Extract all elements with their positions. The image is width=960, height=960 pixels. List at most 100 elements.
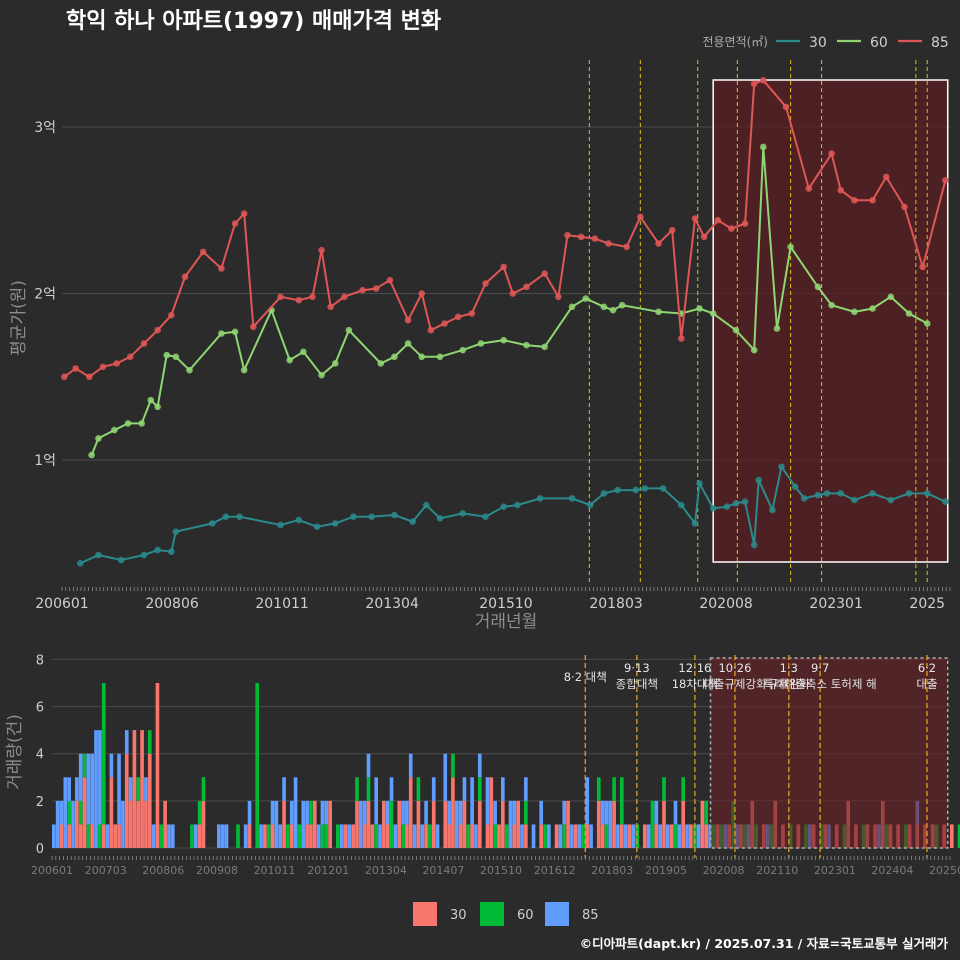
data-point-60: [163, 351, 171, 359]
data-point-85: [714, 216, 722, 224]
x-tick-label: 202301: [809, 596, 862, 612]
bar-x-tick-label: 202110: [756, 864, 798, 877]
data-point-85: [240, 210, 248, 217]
volume-bar-60: [190, 824, 194, 848]
volume-bar-85: [493, 800, 497, 825]
volume-bar-30: [405, 824, 409, 848]
x-tick-label: 200601: [35, 596, 88, 612]
data-point-85: [181, 273, 189, 281]
volume-bar-85: [224, 824, 229, 848]
data-point-30: [331, 520, 339, 527]
bar-y-tick-label: 8: [36, 653, 44, 668]
volume-bar-85: [458, 800, 463, 825]
volume-bar-85: [577, 824, 582, 848]
data-point-60: [331, 360, 339, 367]
volume-bar-60: [451, 753, 455, 778]
x-tick-label: 2025: [909, 596, 945, 612]
volume-bar-85: [454, 800, 459, 848]
data-point-60: [787, 243, 794, 251]
volume-bar-60: [320, 824, 325, 848]
volume-bar-85: [217, 824, 221, 848]
policy-label: 6·2: [918, 661, 936, 675]
data-point-60: [436, 353, 444, 361]
data-point-30: [295, 516, 303, 524]
volume-bar-30: [59, 824, 64, 848]
volume-bar-30: [397, 800, 402, 848]
bar-x-tick-label: 200908: [196, 864, 238, 877]
volume-bar-30: [328, 800, 332, 848]
volume-bar-60: [524, 800, 528, 825]
volume-bar-60: [297, 824, 302, 848]
data-point-30: [117, 556, 125, 564]
data-point-30: [568, 495, 576, 502]
volume-bar-60: [650, 800, 655, 848]
data-point-60: [759, 143, 767, 151]
data-point-30: [586, 501, 594, 509]
volume-bar-85: [585, 777, 590, 825]
volume-bar-85: [362, 800, 367, 825]
volume-bar-60: [466, 824, 471, 848]
volume-bar-30: [585, 824, 590, 848]
data-point-30: [659, 485, 667, 492]
data-point-85: [99, 363, 107, 371]
data-point-30: [368, 513, 375, 521]
bar-legend-label-85: 85: [582, 908, 599, 923]
highlight-box: [712, 79, 949, 563]
volume-bar-85: [274, 800, 279, 848]
volume-bar-85: [63, 777, 68, 848]
data-point-30: [823, 490, 831, 497]
data-point-60: [147, 396, 155, 404]
data-point-60: [655, 308, 662, 316]
volume-bar-30: [669, 824, 674, 848]
volume-bar-85: [86, 753, 91, 825]
data-point-30: [691, 520, 699, 527]
data-point-60: [391, 353, 398, 361]
data-point-30: [277, 521, 284, 529]
volume-bar-85: [474, 824, 478, 848]
data-point-30: [459, 510, 467, 517]
data-point-85: [372, 285, 380, 292]
volume-bar-60: [562, 824, 567, 848]
y-tick-label: 1억: [34, 453, 56, 469]
volume-bar-30: [627, 824, 632, 848]
volume-bar-85: [512, 800, 517, 825]
data-point-60: [172, 353, 180, 361]
data-point-85: [404, 316, 412, 324]
data-point-60: [773, 325, 781, 332]
volume-bar-60: [286, 824, 290, 848]
volume-bar-85: [558, 824, 563, 848]
policy-label: 규제완화: [768, 677, 811, 691]
data-point-60: [377, 360, 385, 367]
volume-bar-85: [105, 824, 110, 848]
data-point-85: [637, 213, 644, 221]
data-point-85: [482, 280, 489, 287]
volume-bar-85: [623, 824, 628, 848]
volume-bar-60: [604, 824, 609, 848]
volume-bar-85: [424, 800, 428, 825]
volume-bar-85: [408, 753, 413, 778]
data-point-85: [140, 340, 148, 347]
volume-bar-30: [163, 800, 167, 848]
data-point-60: [459, 346, 467, 354]
bar-x-tick-label: 201011: [254, 864, 296, 877]
volume-bar-85: [151, 824, 156, 848]
data-point-30: [696, 480, 703, 487]
volume-bar-30: [289, 824, 294, 848]
data-point-30: [709, 505, 717, 512]
data-point-85: [113, 360, 120, 367]
volume-bar-30: [681, 800, 686, 848]
data-point-60: [345, 326, 353, 334]
volume-bar-30: [612, 800, 616, 848]
bar-legend-swatch-85: [545, 902, 569, 926]
data-point-60: [609, 306, 617, 314]
data-point-60: [138, 420, 145, 427]
volume-bar-60: [581, 824, 586, 848]
volume-bar-85: [608, 800, 613, 848]
volume-bar-30: [700, 800, 705, 848]
volume-bar-85: [247, 800, 252, 825]
data-point-85: [454, 313, 462, 321]
volume-bar-85: [359, 800, 363, 848]
volume-bar-85: [124, 730, 129, 754]
volume-bar-85: [462, 777, 467, 801]
